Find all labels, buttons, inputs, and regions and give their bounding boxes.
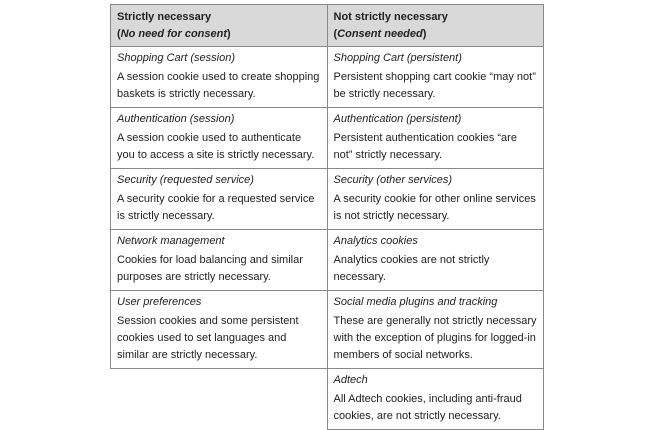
header-subtitle: No need for consent <box>120 28 228 40</box>
cell-text: Session cookies and some persistent cook… <box>117 315 299 361</box>
table-cell-left: Network management Cookies for load balan… <box>110 229 328 291</box>
table-cell-right: Authentication (persistent) Persistent au… <box>326 107 544 169</box>
cookie-consent-table: Strictly necessary (No need for consent) … <box>110 4 544 430</box>
cell-text: Persistent authentication cookies “are n… <box>333 132 517 161</box>
table-cell-right: Security (other services) A security cook… <box>326 168 544 230</box>
table-row: Adtech All Adtech cookies, including anti… <box>110 368 544 430</box>
cell-text: Persistent shopping cart cookie “may not… <box>333 71 536 100</box>
cell-title: Social media plugins and tracking <box>333 296 498 308</box>
table-row: Authentication (session) A session cookie… <box>110 107 544 169</box>
header-title: Strictly necessary <box>117 11 212 23</box>
cell-title: Adtech <box>333 374 368 386</box>
cell-title: Authentication (session) <box>117 113 235 125</box>
table-cell-left <box>110 368 328 430</box>
cell-text: These are generally not strictly necessa… <box>333 315 537 361</box>
cell-text: A session cookie used to create shopping… <box>117 71 320 100</box>
table-cell-left: User preferences Session cookies and some… <box>110 290 328 369</box>
table-cell-left: Security (requested service) A security c… <box>110 168 328 230</box>
cell-title: User preferences <box>117 296 202 308</box>
header-subtitle: Consent needed <box>337 28 423 40</box>
cell-text: Cookies for load balancing and similar p… <box>117 254 303 283</box>
table-row: Shopping Cart (session) A session cookie … <box>110 46 544 108</box>
header-title: Not strictly necessary <box>333 11 448 23</box>
table-row: Security (requested service) A security c… <box>110 168 544 230</box>
cell-text: A security cookie for other online servi… <box>333 193 536 222</box>
cell-text: A security cookie for a requested servic… <box>117 193 315 222</box>
cell-text: All Adtech cookies, including anti-fraud… <box>333 393 522 422</box>
cell-title: Shopping Cart (persistent) <box>333 52 462 64</box>
table-cell-right: Adtech All Adtech cookies, including anti… <box>326 368 544 430</box>
cell-title: Authentication (persistent) <box>333 113 462 125</box>
cell-title: Network management <box>117 235 225 247</box>
cell-title: Analytics cookies <box>333 235 418 247</box>
cell-title: Security (other services) <box>333 174 453 186</box>
cell-title: Security (requested service) <box>117 174 254 186</box>
table-cell-left: Authentication (session) A session cookie… <box>110 107 328 169</box>
table-cell-right: Analytics cookies Analytics cookies are n… <box>326 229 544 291</box>
cell-text: Analytics cookies are not strictly neces… <box>333 254 490 283</box>
table-row: User preferences Session cookies and some… <box>110 290 544 369</box>
cell-text: A session cookie used to authenticate yo… <box>117 132 315 161</box>
header-strictly-necessary: Strictly necessary (No need for consent) <box>110 4 328 47</box>
table-row: Network management Cookies for load balan… <box>110 229 544 291</box>
table-cell-right: Shopping Cart (persistent) Persistent sho… <box>326 46 544 108</box>
cell-title: Shopping Cart (session) <box>117 52 236 64</box>
header-not-strictly-necessary: Not strictly necessary (Consent needed) <box>326 4 544 47</box>
table-cell-left: Shopping Cart (session) A session cookie … <box>110 46 328 108</box>
table-cell-right: Social media plugins and tracking These a… <box>326 290 544 369</box>
